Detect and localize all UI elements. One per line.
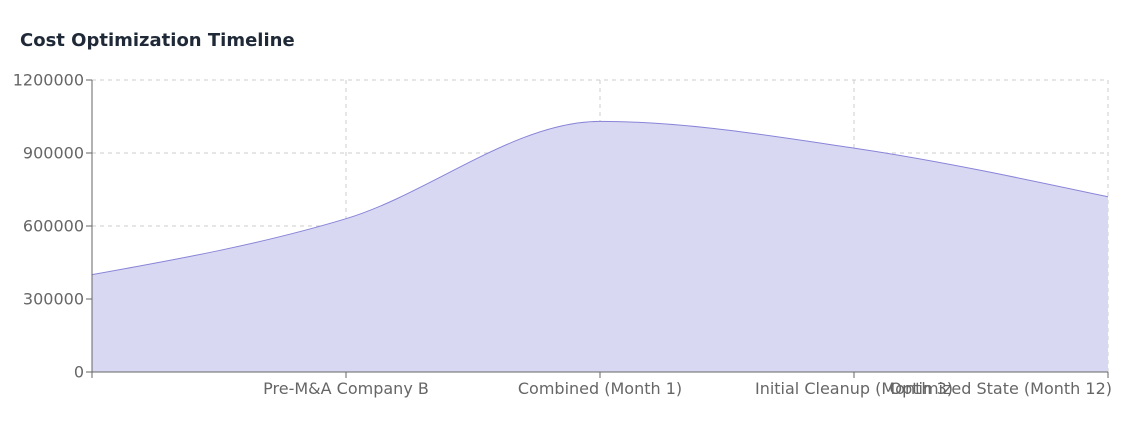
x-tick-label: Optimized State (Month 12) <box>890 379 1113 398</box>
y-tick-label: 600000 <box>23 217 84 236</box>
area-fill <box>92 121 1108 372</box>
axes <box>86 79 1109 378</box>
y-tick-label: 1200000 <box>13 71 84 90</box>
x-tick-label: Initial Cleanup (Month 3) <box>755 379 953 398</box>
tick-labels: 0 300000 600000 900000 1200000 Pre-M&A Compan… <box>13 71 1112 399</box>
y-tick-label: 0 <box>74 363 84 382</box>
chart-title: Cost Optimization Timeline <box>20 30 295 51</box>
y-tick-label: 300000 <box>23 290 84 309</box>
area-series <box>91 120 1109 372</box>
x-tick-label: Pre-M&A Company B <box>263 379 429 398</box>
area-line <box>91 120 1109 276</box>
y-tick-label: 900000 <box>23 144 84 163</box>
x-tick-label: Combined (Month 1) <box>518 379 682 398</box>
